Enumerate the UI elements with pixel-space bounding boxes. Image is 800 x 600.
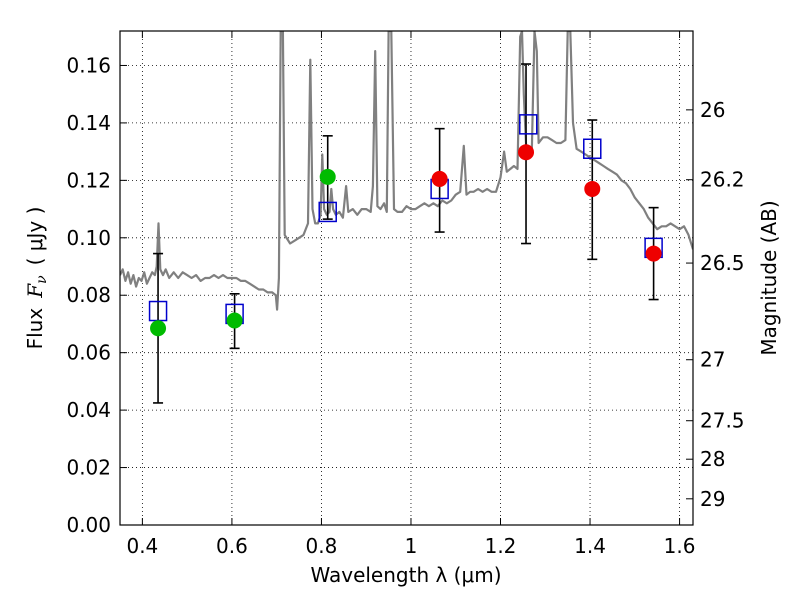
magnitude-tick-label: 29	[700, 487, 725, 511]
y-axis-left-label-unit: ( μJy )	[23, 207, 47, 266]
y-axis-right-label: Magnitude (AB)	[757, 200, 781, 355]
x-tick-label: 1.4	[574, 534, 606, 558]
x-tick-label: 0.4	[126, 534, 158, 558]
x-tick-label: 0.6	[216, 534, 248, 558]
magnitude-tick-label: 26.2	[700, 168, 745, 192]
y-tick-label: 0.10	[66, 226, 111, 250]
magnitude-tick-label: 28	[700, 447, 725, 471]
magnitude-tick-label: 26	[700, 98, 725, 122]
y-axis-left-label-subscript: ν	[34, 275, 50, 284]
y-tick-label: 0.02	[66, 456, 111, 480]
magnitude-tick-label: 27	[700, 348, 725, 372]
y-tick-label: 0.06	[66, 341, 111, 365]
x-axis-label: Wavelength λ (μm)	[310, 563, 501, 587]
photometry-point	[645, 245, 662, 262]
data-markers	[148, 114, 663, 337]
x-tick-label: 1.2	[485, 534, 517, 558]
y-tick-label: 0.04	[66, 398, 111, 422]
model-square-marker	[318, 201, 337, 223]
photometry-point	[584, 180, 601, 197]
magnitude-tick-label: 26.5	[700, 251, 745, 275]
y-axis-left-label: Flux Fν ( μJy )	[23, 207, 50, 350]
y-tick-label: 0.16	[66, 53, 111, 77]
photometry-point	[518, 144, 535, 161]
photometry-point	[431, 170, 448, 187]
y-axis-left-label-symbol: F	[23, 283, 47, 299]
axis-ticks: 0.4 0.6 0.8 1 1.2 1.4 1.6 0.00 0.02 0.04 0.06 0.08 0…	[66, 31, 745, 558]
spectrum-line	[120, 31, 693, 311]
photometry-point	[319, 168, 336, 185]
y-tick-label: 0.08	[66, 283, 111, 307]
photometry-point	[150, 320, 167, 337]
model-square-marker	[583, 138, 602, 160]
model-square-marker	[519, 114, 538, 135]
x-tick-label: 1	[405, 534, 418, 558]
plot-frame	[119, 30, 694, 526]
magnitude-tick-label: 27.5	[700, 409, 745, 433]
y-tick-label: 0.14	[66, 111, 111, 135]
photometry-point	[226, 312, 243, 329]
x-tick-label: 1.6	[664, 534, 696, 558]
spectrum-series	[120, 31, 693, 311]
y-tick-label: 0.00	[66, 513, 111, 537]
y-axis-left-label-flux: Flux	[23, 308, 47, 350]
x-tick-label: 0.8	[306, 534, 338, 558]
y-tick-label: 0.12	[66, 168, 111, 192]
